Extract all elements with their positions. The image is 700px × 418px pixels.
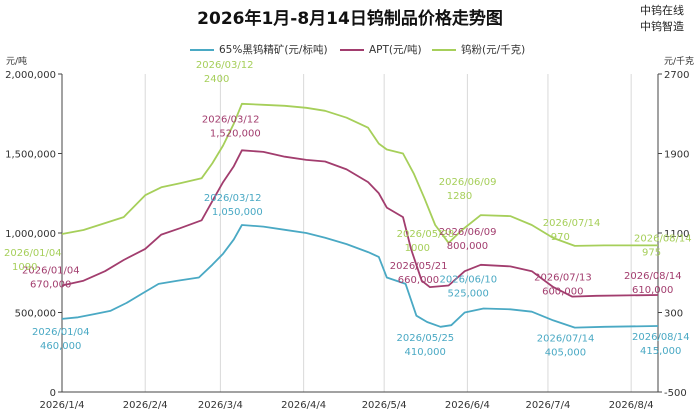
data-label-value: 2400 bbox=[204, 74, 229, 85]
data-label-value: 1280 bbox=[447, 191, 472, 202]
data-label-date: 2026/06/09 bbox=[439, 177, 497, 188]
x-tick-label: 2026/2/4 bbox=[123, 400, 168, 411]
x-tick-label: 2026/8/4 bbox=[609, 400, 654, 411]
data-label-value: 660,000 bbox=[398, 275, 439, 286]
data-label-value: 975 bbox=[642, 247, 661, 258]
series-line-apt bbox=[61, 149, 659, 298]
data-label-date: 2026/06/09 bbox=[439, 227, 497, 238]
legend-label: APT(元/吨) bbox=[369, 44, 422, 56]
left-tick-label: 500,000 bbox=[15, 309, 56, 320]
chart-title: 2026年1月-8月14日钨制品价格走势图 bbox=[197, 9, 503, 29]
watermark-logo: 中钨在线 中钨智造 bbox=[640, 3, 684, 35]
left-axis-unit: 元/吨 bbox=[6, 55, 27, 67]
data-label-value: 415,000 bbox=[640, 346, 681, 357]
legend-swatch bbox=[432, 48, 456, 51]
legend-item-concentrate: 65%黑钨精矿(元/标吨) bbox=[190, 42, 328, 57]
right-tick-label: 300 bbox=[664, 309, 683, 320]
legend-swatch bbox=[340, 48, 364, 51]
left-tick-label: 0 bbox=[50, 388, 56, 399]
data-label-value: 1,050,000 bbox=[212, 207, 263, 218]
left-tick-label: 2,000,000 bbox=[5, 70, 56, 81]
x-tick-label: 2026/3/4 bbox=[198, 400, 243, 411]
data-label-value: 460,000 bbox=[40, 341, 81, 352]
data-label-value: 525,000 bbox=[447, 289, 488, 300]
right-axis-unit: 元/千克 bbox=[664, 56, 694, 67]
left-tick-label: 1,500,000 bbox=[5, 150, 56, 161]
data-label-date: 2026/07/14 bbox=[537, 334, 595, 345]
right-tick-label: 1900 bbox=[664, 150, 689, 161]
x-tick-label: 2026/7/4 bbox=[525, 400, 570, 411]
right-tick-label: 1100 bbox=[664, 229, 689, 240]
data-label-value: 405,000 bbox=[545, 348, 586, 359]
data-label-value: 800,000 bbox=[447, 241, 488, 252]
data-label-date: 2026/07/14 bbox=[543, 218, 601, 229]
x-tick-label: 2026/1/4 bbox=[40, 400, 85, 411]
x-tick-label: 2026/4/4 bbox=[281, 400, 326, 411]
data-label-date: 2026/03/12 bbox=[204, 193, 262, 204]
data-label-value: 410,000 bbox=[405, 347, 446, 358]
data-label-date: 2026/01/04 bbox=[4, 248, 62, 259]
right-tick-label: -500 bbox=[664, 388, 687, 399]
data-label-date: 2026/05/21 bbox=[390, 261, 448, 272]
legend-item-powder: 钨粉(元/千克) bbox=[432, 42, 525, 57]
data-label-date: 2026/07/13 bbox=[534, 273, 592, 284]
series-line-powder bbox=[61, 102, 658, 247]
right-tick-label: 2700 bbox=[664, 70, 689, 81]
x-tick-label: 2026/5/4 bbox=[362, 400, 407, 411]
data-label-value: 670,000 bbox=[30, 279, 71, 290]
data-label-value: 600,000 bbox=[542, 287, 583, 298]
legend-item-apt: APT(元/吨) bbox=[340, 42, 422, 57]
legend-label: 钨粉(元/千克) bbox=[461, 44, 526, 56]
watermark-line-2: 中钨智造 bbox=[640, 20, 684, 33]
data-label-value: 1,520,000 bbox=[210, 128, 261, 139]
watermark-line-1: 中钨在线 bbox=[640, 4, 684, 17]
data-label-value: 970 bbox=[551, 232, 570, 243]
data-label-date: 2026/08/14 bbox=[632, 332, 690, 343]
data-label-date: 2026/05/25 bbox=[397, 333, 455, 344]
data-label-date: 2026/08/14 bbox=[624, 271, 682, 282]
data-label-date: 2026/08/14 bbox=[634, 233, 692, 244]
data-label-date: 2026/05/28 bbox=[397, 229, 455, 240]
legend-label: 65%黑钨精矿(元/标吨) bbox=[219, 44, 328, 56]
data-label-date: 2026/06/10 bbox=[439, 275, 497, 286]
series-line-concentrate bbox=[61, 224, 659, 329]
data-label-date: 2026/01/04 bbox=[22, 265, 80, 276]
legend-swatch bbox=[190, 48, 214, 51]
data-label-value: 1000 bbox=[405, 243, 430, 254]
data-label-value: 610,000 bbox=[632, 285, 673, 296]
data-label-date: 2026/03/12 bbox=[202, 114, 260, 125]
data-label-date: 2026/03/12 bbox=[196, 60, 254, 71]
data-label-date: 2026/01/04 bbox=[32, 327, 90, 338]
data-label-value: 1090 bbox=[12, 262, 37, 273]
x-tick-label: 2026/6/4 bbox=[445, 400, 490, 411]
left-tick-label: 1,000,000 bbox=[5, 229, 56, 240]
